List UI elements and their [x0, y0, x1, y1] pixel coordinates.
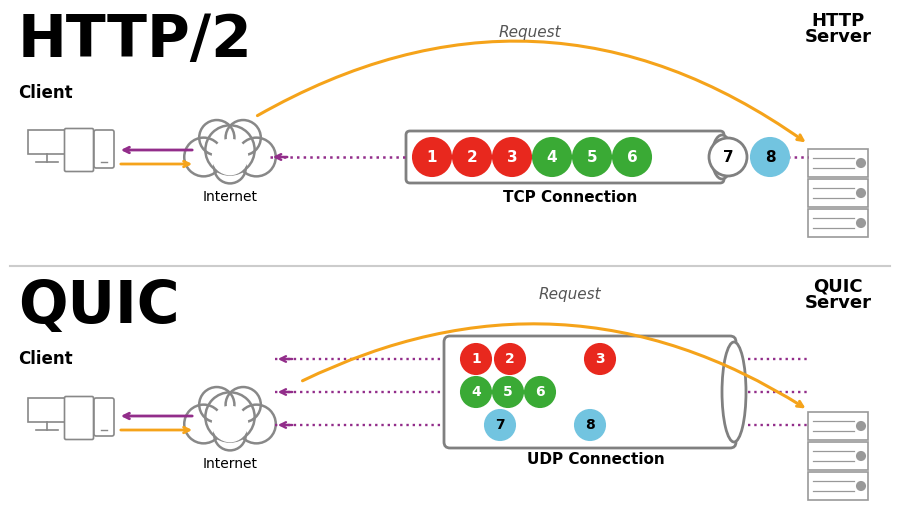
Text: QUIC: QUIC: [18, 278, 179, 335]
Circle shape: [184, 405, 223, 443]
Circle shape: [575, 410, 605, 440]
Circle shape: [212, 406, 248, 442]
FancyBboxPatch shape: [406, 131, 724, 183]
Text: Client: Client: [18, 350, 73, 368]
Circle shape: [212, 139, 248, 174]
Bar: [808, 442, 868, 470]
Text: HTTP: HTTP: [812, 12, 865, 30]
Text: 3: 3: [595, 352, 605, 366]
Text: 4: 4: [471, 385, 481, 399]
Circle shape: [493, 377, 523, 407]
Text: 6: 6: [536, 385, 544, 399]
Circle shape: [205, 392, 255, 442]
FancyBboxPatch shape: [94, 398, 114, 436]
Circle shape: [199, 387, 234, 422]
Text: 2: 2: [505, 352, 515, 366]
Text: 1: 1: [427, 149, 437, 164]
FancyBboxPatch shape: [444, 336, 736, 448]
Bar: [808, 149, 868, 177]
Circle shape: [184, 138, 223, 177]
Bar: [28, 130, 66, 154]
FancyBboxPatch shape: [65, 396, 94, 439]
Text: 8: 8: [765, 149, 775, 164]
Circle shape: [857, 422, 865, 430]
Text: 5: 5: [587, 149, 598, 164]
Circle shape: [533, 138, 571, 176]
Text: Server: Server: [805, 294, 871, 312]
Text: Request: Request: [539, 287, 601, 302]
Circle shape: [485, 410, 515, 440]
Text: 8: 8: [585, 418, 595, 432]
Text: 7: 7: [495, 418, 505, 432]
Circle shape: [461, 377, 491, 407]
Bar: [28, 398, 66, 422]
Text: QUIC: QUIC: [814, 278, 863, 296]
Circle shape: [857, 219, 865, 227]
Text: Internet: Internet: [202, 457, 257, 471]
Text: Internet: Internet: [202, 190, 257, 204]
Circle shape: [857, 482, 865, 490]
Text: 1: 1: [471, 352, 481, 366]
Text: 5: 5: [503, 385, 513, 399]
Text: UDP Connection: UDP Connection: [527, 453, 665, 468]
Circle shape: [751, 138, 789, 176]
Text: Request: Request: [499, 24, 562, 39]
Circle shape: [237, 138, 275, 177]
FancyBboxPatch shape: [65, 129, 94, 171]
Circle shape: [493, 138, 531, 176]
Text: 2: 2: [466, 149, 477, 164]
Circle shape: [857, 452, 865, 460]
Circle shape: [573, 138, 611, 176]
Circle shape: [495, 344, 525, 374]
Circle shape: [857, 159, 865, 167]
Circle shape: [226, 120, 261, 155]
Circle shape: [214, 152, 246, 184]
Text: 6: 6: [626, 149, 637, 164]
Bar: [808, 412, 868, 440]
Circle shape: [585, 344, 615, 374]
Circle shape: [214, 419, 246, 451]
Circle shape: [453, 138, 491, 176]
Ellipse shape: [712, 135, 732, 179]
Circle shape: [709, 138, 747, 176]
Circle shape: [857, 189, 865, 197]
Text: 4: 4: [546, 149, 557, 164]
Ellipse shape: [722, 342, 746, 442]
Bar: [808, 209, 868, 237]
Text: Server: Server: [805, 28, 871, 46]
Circle shape: [525, 377, 555, 407]
Circle shape: [199, 120, 234, 155]
Circle shape: [613, 138, 651, 176]
Text: TCP Connection: TCP Connection: [503, 189, 637, 204]
Text: Client: Client: [18, 84, 73, 102]
Circle shape: [413, 138, 451, 176]
Circle shape: [226, 387, 261, 422]
Text: 3: 3: [507, 149, 517, 164]
Text: HTTP/2: HTTP/2: [18, 12, 253, 69]
Circle shape: [205, 126, 255, 174]
Text: 7: 7: [723, 149, 734, 164]
Circle shape: [237, 405, 275, 443]
Bar: [808, 472, 868, 500]
Bar: [808, 179, 868, 207]
Circle shape: [461, 344, 491, 374]
FancyBboxPatch shape: [94, 130, 114, 168]
